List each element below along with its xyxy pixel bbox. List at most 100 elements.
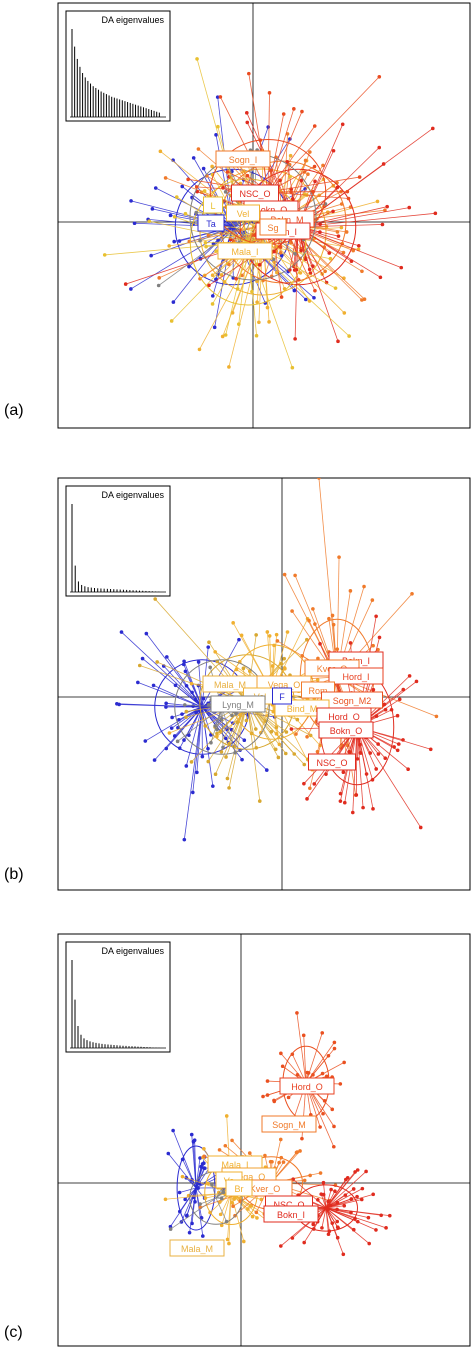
ray-line: [298, 1195, 327, 1209]
data-point: [215, 272, 220, 277]
ray-line: [336, 676, 342, 748]
ray-line: [197, 191, 299, 228]
data-point: [249, 697, 253, 701]
ray-line: [177, 706, 223, 742]
ray-line: [336, 676, 347, 756]
ray-line: [252, 216, 296, 255]
data-point: [370, 598, 375, 602]
data-point: [327, 650, 331, 654]
ray-line: [271, 691, 277, 734]
ray-line: [305, 1082, 335, 1127]
ray-line: [340, 726, 358, 802]
data-point: [190, 1178, 194, 1182]
data-point: [305, 735, 309, 739]
data-point: [157, 276, 162, 280]
data-point: [291, 264, 296, 269]
ray-line: [222, 231, 264, 337]
ray-line: [235, 683, 273, 693]
ray-line: [356, 726, 431, 750]
data-point: [266, 125, 270, 129]
data-point: [354, 793, 359, 797]
ray-line: [242, 701, 248, 708]
ray-line: [240, 183, 264, 233]
ray-line: [337, 726, 358, 735]
ray-line: [325, 1191, 336, 1209]
data-point: [286, 1095, 291, 1100]
group-label: Vel: [226, 204, 260, 222]
ray-line: [316, 1207, 327, 1212]
data-point: [321, 1180, 326, 1185]
ray-line: [282, 205, 325, 223]
data-point: [194, 185, 199, 189]
cluster-ellipse: [204, 1161, 258, 1225]
data-point: [355, 1219, 360, 1224]
ray-line: [201, 706, 232, 731]
group-label: Bokn_I: [328, 651, 384, 669]
ray-line: [183, 706, 203, 741]
ray-line: [325, 1207, 338, 1222]
data-point: [364, 735, 369, 740]
data-point: [224, 755, 228, 759]
data-point: [200, 754, 205, 759]
ray-line: [288, 201, 299, 228]
data-point: [347, 749, 351, 754]
data-point: [255, 300, 259, 304]
data-point: [186, 1193, 191, 1198]
data-point: [270, 664, 275, 668]
ray-line: [282, 206, 286, 223]
group-label-box: [226, 204, 260, 222]
data-point: [340, 680, 344, 684]
data-point: [330, 1075, 334, 1079]
data-point: [307, 1203, 311, 1208]
inset-frame: [65, 941, 171, 1053]
ray-line: [267, 191, 282, 298]
ray-line: [216, 241, 249, 252]
group-label: Vega_O: [221, 1167, 277, 1185]
data-point: [183, 211, 188, 216]
ray-line: [189, 1187, 197, 1233]
ray-line: [246, 701, 253, 734]
group-label-text: Mala_I: [221, 1160, 248, 1170]
ray-line: [104, 241, 249, 256]
ray-line: [336, 676, 351, 753]
ray-line: [336, 590, 351, 678]
data-point: [191, 790, 195, 795]
ray-line: [356, 667, 380, 728]
data-point: [326, 1232, 331, 1237]
data-point: [190, 195, 195, 200]
data-point: [209, 733, 213, 737]
ray-line: [125, 226, 299, 285]
ray-line: [179, 1187, 197, 1193]
data-point: [290, 609, 294, 613]
data-point: [245, 173, 250, 178]
data-point: [274, 191, 279, 196]
ray-line: [174, 216, 249, 243]
data-point: [210, 294, 215, 298]
ray-line: [264, 676, 338, 682]
ray-line: [232, 226, 266, 304]
ray-line: [228, 176, 299, 228]
ray-line: [325, 1196, 358, 1209]
ray-line: [294, 226, 299, 339]
ray-line: [317, 676, 338, 752]
data-point: [213, 1159, 218, 1163]
data-point: [314, 719, 319, 724]
data-point: [257, 263, 262, 267]
data-point: [303, 257, 308, 262]
group-label: Br: [225, 1179, 253, 1197]
ray-line: [325, 1207, 355, 1231]
data-point: [357, 175, 362, 179]
data-point: [349, 1210, 353, 1215]
ray-line: [227, 171, 269, 193]
ray-line: [238, 241, 249, 325]
ray-line: [303, 1035, 307, 1084]
data-point: [207, 1166, 211, 1170]
ray-line: [232, 126, 269, 228]
data-point: [360, 269, 364, 274]
data-point: [318, 1171, 323, 1175]
data-point: [343, 1193, 348, 1197]
ray-line: [221, 706, 236, 753]
ray-line: [278, 218, 284, 223]
ray-line: [232, 226, 253, 261]
ray-line: [282, 221, 338, 233]
